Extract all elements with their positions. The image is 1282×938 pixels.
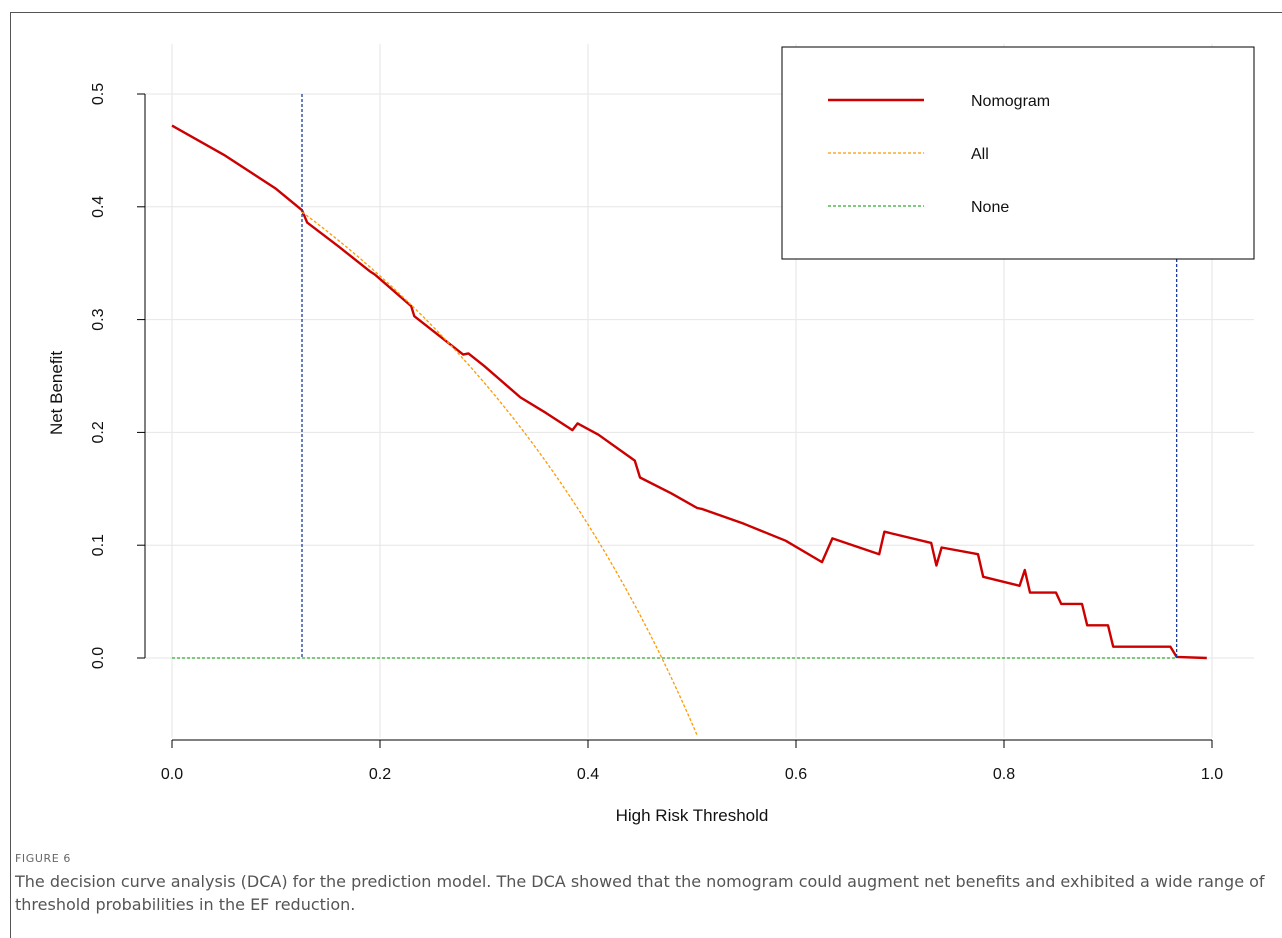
axes: 0.0 0.2 0.4 0.6 0.8 1.0 0.0 0.1 0.2 0.3 0.4 0.5 — [90, 83, 1223, 783]
figure-caption: The decision curve analysis (DCA) for th… — [15, 872, 1265, 914]
legend-box — [781, 46, 1255, 260]
x-tick-label: 0.6 — [785, 766, 807, 783]
x-tick-label: 0.8 — [993, 766, 1015, 783]
legend: Nomogram All None — [781, 46, 1255, 260]
y-tick-label: 0.0 — [90, 647, 107, 669]
legend-label-nomogram: Nomogram — [971, 93, 1050, 110]
x-tick-label: 0.2 — [369, 766, 391, 783]
y-tick-label: 0.5 — [90, 83, 107, 105]
x-tick-label: 0.4 — [577, 766, 599, 783]
figure-label: FIGURE 6 — [15, 852, 72, 865]
y-tick-label: 0.4 — [90, 196, 107, 218]
x-axis-label: High Risk Threshold — [616, 806, 769, 825]
series-line-nomogram — [171, 124, 1207, 660]
x-tick-label: 1.0 — [1201, 766, 1223, 783]
dca-chart: 0.0 0.2 0.4 0.6 0.8 1.0 0.0 0.1 0.2 0.3 0.4 0.5 Nom… — [47, 44, 1255, 825]
y-tick-label: 0.1 — [90, 534, 107, 556]
y-tick-label: 0.3 — [90, 308, 107, 330]
legend-label-all: All — [971, 146, 989, 163]
legend-label-none: None — [971, 199, 1009, 216]
figure-frame — [10, 12, 1282, 938]
y-axis-label: Net Benefit — [47, 351, 66, 435]
y-tick-label: 0.2 — [90, 421, 107, 443]
series-lines — [171, 94, 1207, 736]
x-tick-label: 0.0 — [161, 766, 183, 783]
series-line-all — [301, 211, 698, 736]
